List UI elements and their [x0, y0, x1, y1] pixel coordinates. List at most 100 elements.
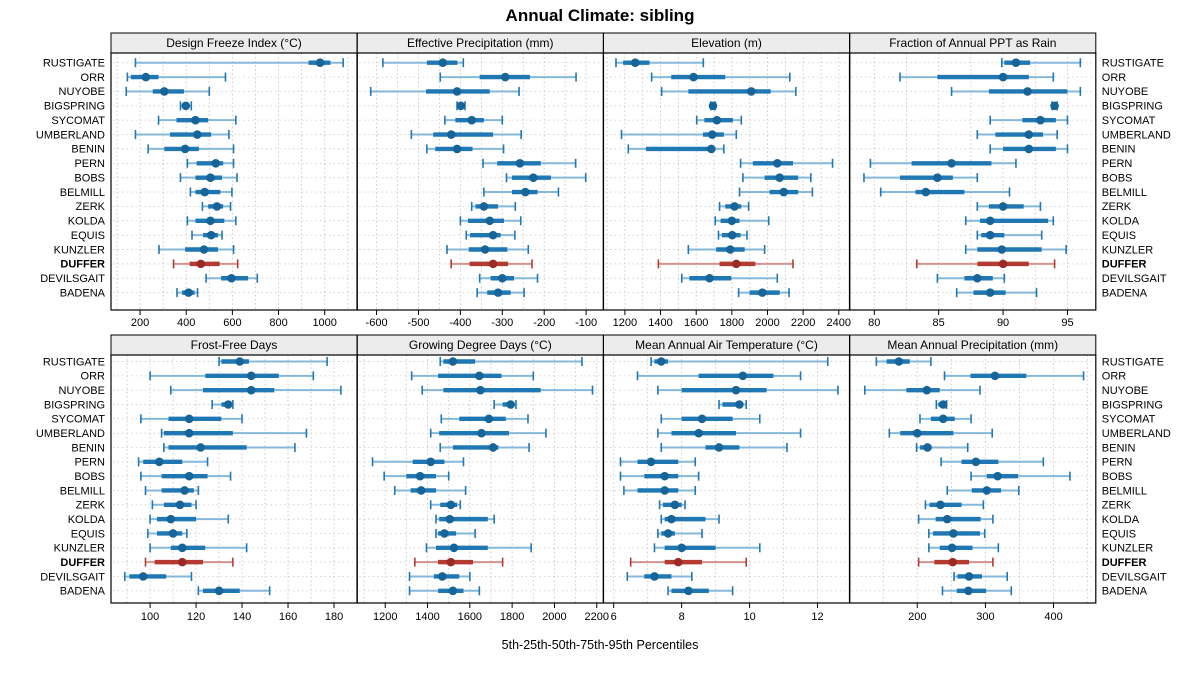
- axis-tick-label: 1400: [648, 317, 672, 329]
- median-dot: [985, 288, 995, 297]
- median-dot: [506, 400, 515, 409]
- median-dot: [177, 543, 187, 553]
- series-rustigate: [875, 357, 932, 366]
- series-pern: [619, 457, 697, 467]
- figure-title: Annual Climate: sibling: [505, 6, 695, 25]
- series-sycomat: [140, 414, 243, 424]
- series-zerk: [976, 201, 1042, 211]
- series-nuyobe: [660, 86, 797, 96]
- axis-tick-label: 85: [933, 317, 945, 329]
- series-nuyobe: [369, 86, 520, 96]
- axis-tick-label: 1200: [613, 317, 637, 329]
- series-umberland: [160, 428, 308, 438]
- series-rustigate: [650, 357, 829, 366]
- series-umberland: [888, 428, 994, 438]
- series-badena: [941, 586, 1013, 596]
- strip-title: Design Freeze Index (°C): [166, 36, 302, 50]
- series-equis: [976, 230, 1043, 240]
- series-umberland: [620, 130, 738, 140]
- strip-title: Effective Precipitation (mm): [407, 36, 554, 50]
- series-devilsgait: [478, 273, 539, 283]
- series-duffer: [915, 259, 1056, 269]
- site-label-right-benin: BENIN: [1102, 144, 1136, 156]
- median-dot: [160, 87, 169, 96]
- site-label-left-devilsgait: DEVILSGAIT: [40, 273, 105, 285]
- axis-tick-label: -400: [449, 317, 471, 329]
- median-dot: [998, 202, 1008, 211]
- site-label-left-pern: PERN: [74, 158, 105, 170]
- median-dot: [438, 572, 447, 581]
- median-dot: [438, 58, 448, 67]
- site-label-left-benin: BENIN: [71, 442, 105, 454]
- axis-tick-label: 1800: [500, 611, 524, 623]
- axis-tick-label: 1000: [312, 317, 336, 329]
- series-devilsgait: [626, 571, 693, 581]
- series-pern: [940, 457, 1045, 467]
- site-label-left-zerk: ZERK: [76, 500, 106, 512]
- site-label-right-equis: EQUIS: [1102, 528, 1136, 540]
- site-label-left-equis: EQUIS: [71, 230, 105, 242]
- series-badena: [737, 288, 790, 298]
- axis-tick-label: 180: [325, 611, 343, 623]
- site-label-right-orr: ORR: [1102, 371, 1127, 383]
- median-dot: [415, 471, 425, 481]
- site-label-right-belmill: BELMILL: [1102, 187, 1147, 199]
- site-label-left-nuyobe: NUYOBE: [59, 385, 105, 397]
- median-dot: [971, 457, 981, 467]
- site-label-right-duffer: DUFFER: [1102, 259, 1147, 271]
- median-dot: [184, 414, 194, 424]
- series-bigspring: [456, 101, 466, 111]
- median-dot: [660, 471, 669, 481]
- strip-title: Mean Annual Air Temperature (°C): [635, 338, 818, 352]
- series-equis: [465, 230, 516, 240]
- median-dot: [684, 586, 693, 596]
- median-dot: [1024, 144, 1034, 154]
- axis-tick-label: 95: [1061, 317, 1073, 329]
- median-dot: [947, 158, 956, 168]
- series-zerk: [470, 201, 517, 211]
- median-dot: [452, 87, 462, 96]
- axis-tick-label: -600: [366, 317, 388, 329]
- median-dot: [938, 400, 948, 409]
- median-dot: [1024, 130, 1034, 139]
- series-orr: [899, 72, 1055, 82]
- series-badena: [176, 288, 199, 298]
- site-label-right-bobs: BOBS: [1102, 172, 1133, 184]
- median-dot: [990, 371, 1000, 381]
- site-label-left-orr: ORR: [81, 72, 106, 84]
- median-dot: [476, 385, 485, 395]
- axis-tick-label: 300: [976, 611, 994, 623]
- median-dot: [315, 58, 325, 67]
- site-label-right-badena: BADENA: [1102, 287, 1148, 299]
- series-kolda: [149, 514, 230, 524]
- site-label-left-badena: BADENA: [60, 586, 106, 598]
- series-nuyobe: [421, 385, 594, 395]
- axis-tick-label: 80: [868, 317, 880, 329]
- median-dot: [912, 428, 922, 438]
- site-label-right-zerk: ZERK: [1102, 201, 1132, 213]
- median-dot: [982, 486, 992, 495]
- site-label-left-kunzler: KUNZLER: [54, 244, 105, 256]
- series-bobs: [140, 471, 232, 481]
- series-equis: [146, 528, 188, 538]
- series-equis: [928, 528, 986, 538]
- series-belmill: [623, 485, 697, 495]
- site-label-right-benin: BENIN: [1102, 442, 1136, 454]
- series-kolda: [435, 514, 495, 524]
- axis-tick-label: 12: [811, 611, 823, 623]
- site-label-right-zerk: ZERK: [1102, 500, 1132, 512]
- median-dot: [1050, 101, 1059, 111]
- series-sycomat: [660, 414, 761, 424]
- median-dot: [440, 529, 449, 538]
- series-kunzler: [446, 245, 530, 255]
- series-kunzler: [425, 543, 532, 553]
- axis-tick-label: 2200: [585, 611, 609, 623]
- series-kunzler: [928, 543, 1000, 553]
- site-label-right-nuyobe: NUYOBE: [1102, 86, 1148, 98]
- axis-tick-label: 600: [223, 317, 241, 329]
- median-dot: [426, 457, 435, 467]
- median-dot: [211, 158, 221, 168]
- site-label-right-devilsgait: DEVILSGAIT: [1102, 273, 1167, 285]
- site-label-left-sycomat: SYCOMAT: [51, 414, 105, 426]
